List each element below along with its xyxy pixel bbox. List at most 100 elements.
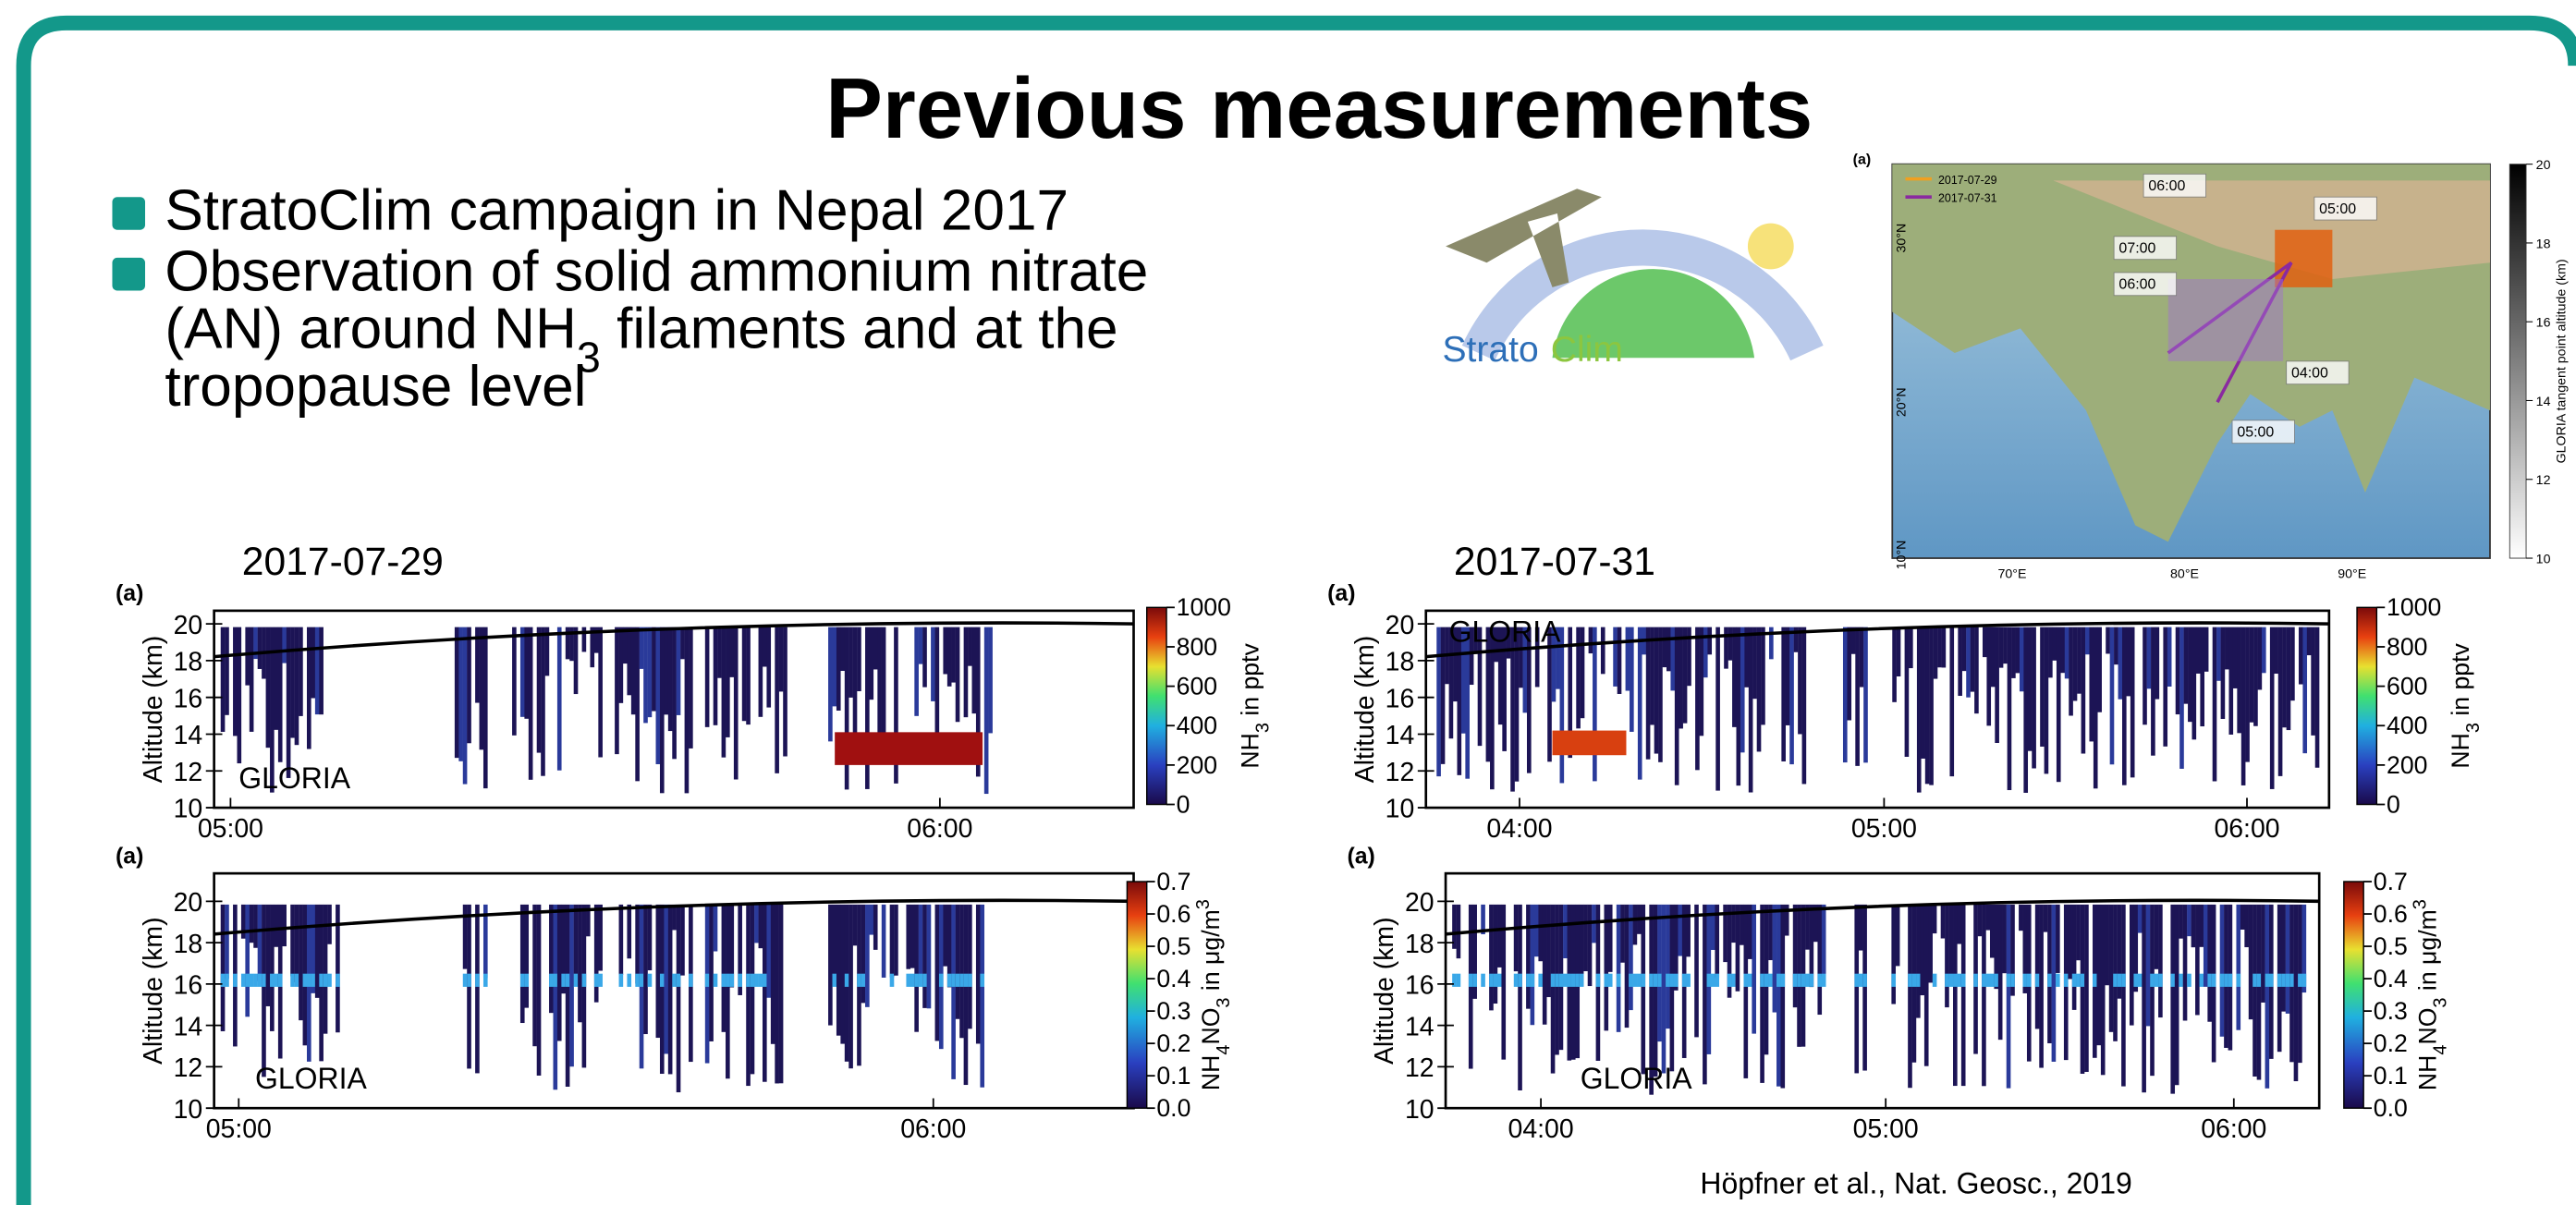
heatmap-column: [1961, 905, 1966, 1086]
heatmap-band: [2047, 974, 2052, 987]
colorbar-tick-label: 16: [2536, 316, 2551, 331]
heatmap-column: [865, 905, 870, 1007]
heatmap-column: [2265, 905, 2270, 1089]
heatmap-column: [1892, 627, 1897, 702]
heatmap-band: [307, 974, 311, 987]
colorbar-tick-label: 0.6: [2374, 900, 2408, 928]
heatmap-column: [2072, 905, 2077, 1010]
heatmap-column: [2302, 627, 2307, 754]
y-axis-label: Altitude (km): [1370, 917, 1399, 1064]
heatmap-column: [598, 627, 603, 758]
heatmap-column: [1983, 627, 1987, 657]
heatmap-band: [290, 974, 295, 987]
heatmap-column: [1546, 905, 1551, 997]
heatmap-column: [722, 627, 726, 758]
heatmap-column: [295, 905, 299, 982]
heatmap-band: [1571, 974, 1576, 987]
heatmap-column: [775, 905, 779, 1084]
heatmap-column: [1798, 627, 1802, 735]
heatmap-band: [861, 974, 866, 987]
heatmap-column: [2250, 627, 2254, 723]
heatmap-band: [922, 974, 927, 987]
heatmap-column: [1847, 627, 1851, 721]
heatmap-band: [253, 974, 258, 987]
heatmap-column: [746, 627, 751, 724]
heatmap-band: [689, 974, 693, 987]
heatmap-column: [1953, 905, 1958, 1086]
heatmap-column: [2035, 905, 2040, 1029]
heatmap-band: [1973, 974, 1978, 987]
heatmap-column: [2167, 627, 2172, 687]
heatmap-column: [1663, 627, 1667, 667]
heatmap-band: [2076, 974, 2081, 987]
heatmap-column: [480, 627, 484, 750]
heatmap-column: [775, 627, 779, 773]
heatmap-column: [845, 627, 849, 790]
heatmap-column: [980, 905, 984, 1088]
heatmap-column: [2249, 905, 2253, 1019]
heatmap-column: [2109, 905, 2114, 1032]
instrument-label: GLORIA: [255, 1062, 367, 1095]
heatmap-column: [2007, 905, 2011, 1089]
heatmap-column: [553, 905, 557, 1089]
heatmap-band: [520, 974, 525, 987]
colorbar-tick-label: 10: [2536, 552, 2551, 566]
heatmap-band: [1666, 974, 1670, 987]
heatmap-column: [1863, 627, 1868, 763]
colorbar-tick-label: 200: [2387, 751, 2427, 779]
heatmap-band: [2158, 974, 2163, 987]
heatmap-column: [2150, 905, 2155, 1076]
colorbar: [1127, 882, 1146, 1108]
heatmap-column: [295, 627, 299, 746]
colorbar-tick-label: 200: [1177, 751, 1217, 779]
heatmap-column: [1728, 627, 1733, 661]
heatmap-column: [848, 627, 853, 698]
heatmap-column: [2130, 905, 2134, 1026]
heatmap-band: [1637, 974, 1642, 987]
heatmap-band: [1891, 974, 1896, 987]
colorbar-tick-label: 0.3: [1156, 997, 1190, 1025]
heatmap-column: [225, 627, 229, 715]
heatmap-band: [561, 974, 566, 987]
heatmap-column: [2048, 627, 2053, 678]
heatmap-column: [250, 627, 254, 732]
heatmap-column: [2155, 627, 2160, 700]
text-run: tropopause level: [165, 355, 586, 419]
text-run: NH: [2413, 1055, 2441, 1090]
heatmap-column: [1497, 905, 1502, 968]
heatmap-column: [742, 627, 747, 722]
heatmap-column: [672, 905, 677, 931]
heatmap-column: [914, 905, 919, 1032]
heatmap-band: [1481, 974, 1485, 987]
heatmap-band: [295, 974, 299, 987]
heatmap-column: [2278, 627, 2283, 776]
heatmap-column: [1657, 905, 1662, 1041]
text-run: 3: [2430, 997, 2450, 1007]
heatmap-column: [2294, 905, 2299, 1081]
heatmap-column: [951, 905, 956, 1079]
heatmap-band: [705, 974, 710, 987]
heatmap-column: [569, 905, 574, 1066]
heatmap-column: [672, 627, 677, 760]
heatmap-band: [2138, 974, 2143, 987]
heatmap-column: [2183, 905, 2188, 1021]
colorbar-tick-label: 400: [1177, 712, 1217, 739]
heatmap-column: [578, 905, 582, 1022]
heatmap-column: [2110, 627, 2115, 765]
heatmap-band: [233, 974, 238, 987]
heatmap-column: [1583, 905, 1588, 971]
heatmap-column: [1436, 627, 1441, 776]
colorbar-label: NH3 in pptv: [1237, 643, 1274, 769]
heatmap-band: [2289, 974, 2294, 987]
y-tick-label: 12: [174, 758, 203, 787]
heatmap-band: [2081, 974, 2085, 987]
heatmap-column: [2270, 627, 2275, 789]
heatmap-band: [1596, 974, 1601, 987]
heatmap-column: [1441, 627, 1446, 764]
heatmap-column: [483, 627, 488, 788]
heatmap-column: [2019, 905, 2023, 931]
heatmap-column: [1822, 905, 1826, 977]
heatmap-band: [2302, 974, 2307, 987]
colorbar-tick-label: 0.0: [1156, 1094, 1190, 1122]
heatmap-column: [759, 627, 763, 717]
